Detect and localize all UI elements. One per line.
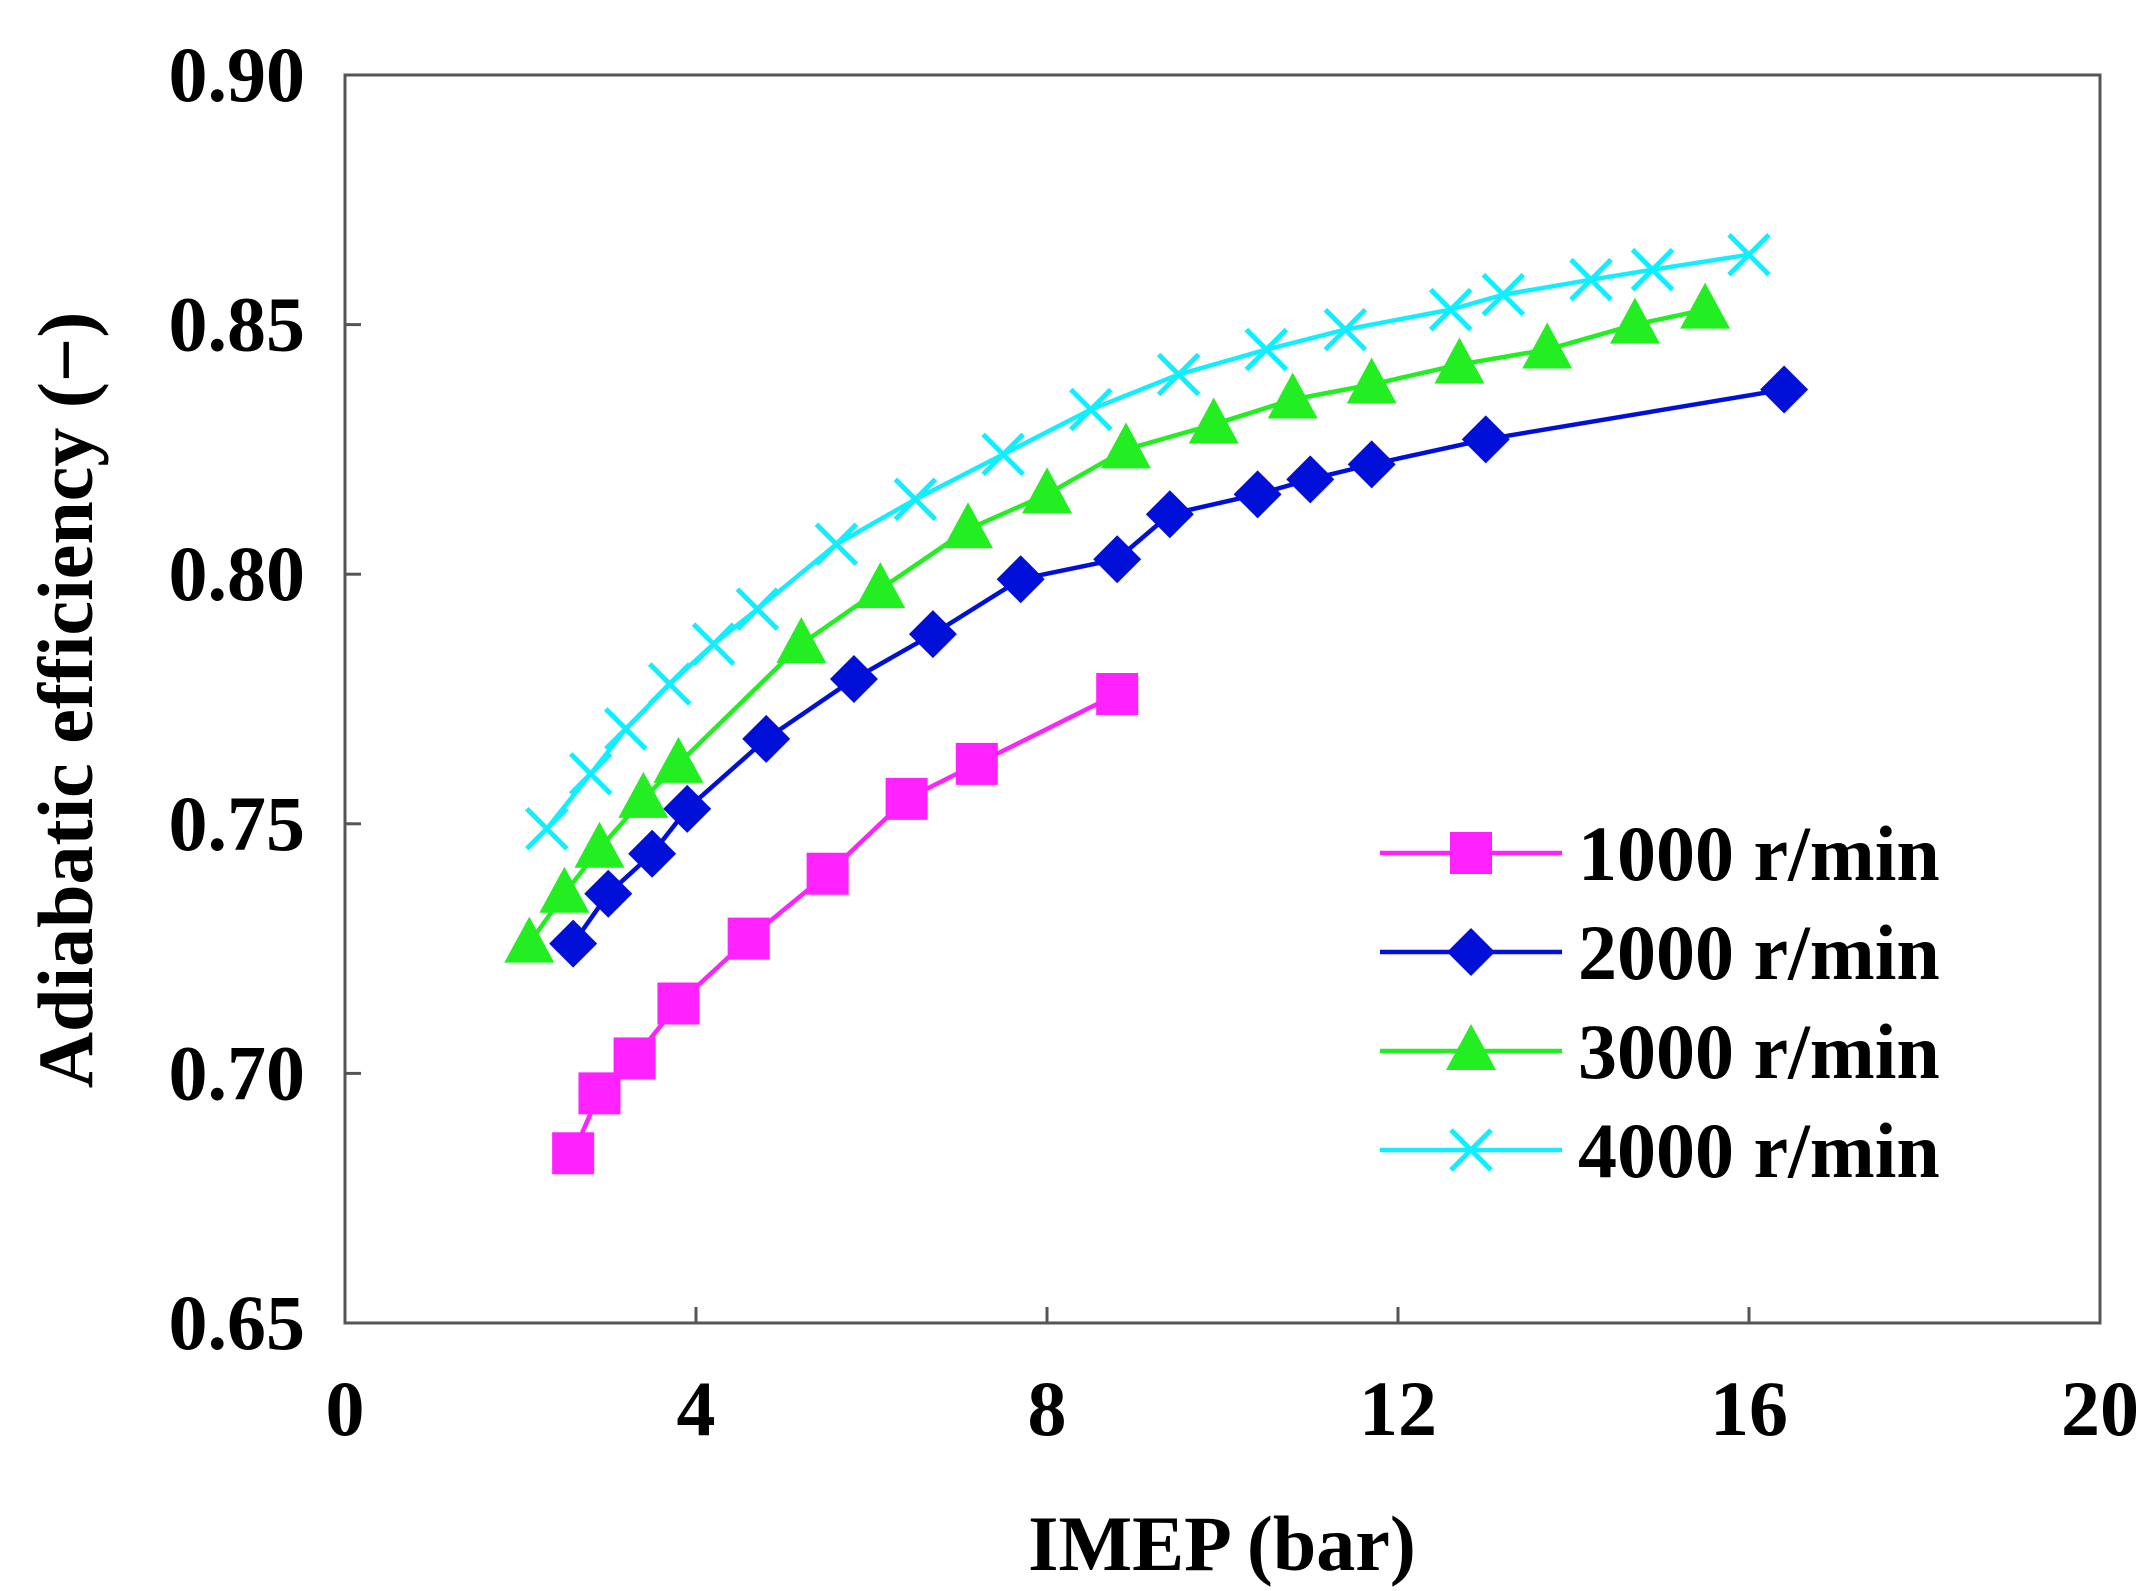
data-point <box>981 432 1025 477</box>
y-axis-title: Adiabatic efficiency (−) <box>22 312 109 1089</box>
data-point <box>1450 832 1492 874</box>
data-point <box>1461 415 1510 464</box>
y-tick-labels: 0.65 0.70 0.75 0.80 0.85 0.90 <box>169 31 306 1366</box>
data-point <box>691 622 736 666</box>
data-point <box>552 1132 595 1175</box>
data-point <box>829 655 878 704</box>
x-tick-label: 8 <box>1028 1365 1067 1452</box>
y-tick-label: 0.90 <box>169 31 306 118</box>
data-point <box>908 610 957 659</box>
x-tick-label: 16 <box>1710 1365 1788 1452</box>
data-point <box>1156 352 1201 397</box>
data-point <box>618 771 669 818</box>
data-point <box>1522 322 1573 369</box>
data-point <box>885 777 928 820</box>
data-point <box>996 555 1045 604</box>
data-point <box>1022 467 1072 514</box>
data-point <box>1093 535 1142 584</box>
data-point <box>1233 470 1282 519</box>
data-point <box>653 736 704 783</box>
data-point <box>1680 282 1731 329</box>
data-point <box>806 852 849 895</box>
series-2000-r-min <box>549 365 1809 968</box>
data-point <box>1446 1024 1496 1070</box>
data-point <box>1188 397 1239 444</box>
data-point <box>1609 297 1660 344</box>
data-point <box>1346 357 1397 404</box>
data-point <box>893 477 938 522</box>
data-point <box>1428 287 1473 332</box>
data-point <box>539 866 590 913</box>
data-point <box>663 784 712 833</box>
data-point <box>776 617 827 664</box>
data-point <box>549 919 598 968</box>
data-point <box>1286 455 1335 504</box>
data-point <box>955 742 998 785</box>
data-point <box>1727 232 1771 277</box>
data-point <box>647 662 692 706</box>
x-tick-label: 4 <box>677 1365 716 1452</box>
data-point <box>574 821 625 868</box>
x-tick-label: 20 <box>2061 1365 2139 1452</box>
data-point <box>584 869 633 918</box>
data-point <box>1244 327 1289 372</box>
x-tick-label: 12 <box>1359 1365 1437 1452</box>
data-point <box>504 916 555 963</box>
y-tick-label: 0.80 <box>169 530 306 617</box>
data-point <box>1630 247 1675 292</box>
data-point <box>578 1072 621 1115</box>
data-point <box>814 522 859 567</box>
data-point <box>1447 928 1495 976</box>
y-tick-label: 0.75 <box>169 780 306 867</box>
legend-label: 3000 r/min <box>1578 1008 1940 1095</box>
data-point <box>568 752 613 796</box>
tick-marks <box>343 73 2102 1325</box>
legend-item: 2000 r/min <box>1380 909 1940 996</box>
legend: 1000 r/min 2000 r/min 3000 r/min 4000 r/min <box>1380 810 1940 1194</box>
x-axis-title: IMEP (bar) <box>1028 1500 1416 1587</box>
legend-label: 2000 r/min <box>1578 909 1940 996</box>
data-point <box>735 587 780 631</box>
data-point <box>1481 272 1526 317</box>
data-point <box>628 829 677 878</box>
legend-item: 3000 r/min <box>1380 1008 1940 1095</box>
legend-item: 1000 r/min <box>1380 810 1940 897</box>
series-4000-r-min <box>525 232 1771 851</box>
y-tick-label: 0.65 <box>169 1279 306 1366</box>
series-1000-r-min <box>552 673 1139 1175</box>
series-3000-r-min <box>504 282 1731 963</box>
legend-item: 4000 r/min <box>1380 1107 1940 1194</box>
data-point <box>613 1037 656 1080</box>
data-point <box>943 502 994 549</box>
data-point <box>1069 387 1113 432</box>
series-layer <box>504 232 1809 1175</box>
data-point <box>1323 307 1368 352</box>
data-point <box>1569 257 1613 302</box>
legend-label: 4000 r/min <box>1578 1107 1940 1194</box>
data-point <box>657 982 700 1025</box>
data-point <box>742 714 791 763</box>
data-point <box>1347 440 1396 489</box>
data-point <box>1434 337 1485 384</box>
x-tick-label: 0 <box>326 1365 365 1452</box>
y-tick-label: 0.85 <box>169 281 306 368</box>
data-point <box>1100 422 1151 469</box>
data-point <box>525 807 569 851</box>
data-point <box>1145 490 1194 539</box>
data-point <box>1760 365 1809 414</box>
data-point <box>855 562 906 609</box>
x-tick-labels: 0 4 8 12 16 20 <box>326 1365 2140 1452</box>
data-point <box>1096 673 1139 716</box>
data-point <box>1449 1128 1493 1172</box>
data-point <box>1267 372 1318 419</box>
data-point <box>727 917 770 960</box>
y-tick-label: 0.70 <box>169 1029 306 1116</box>
legend-label: 1000 r/min <box>1578 810 1940 897</box>
plot-area <box>343 73 2102 1325</box>
data-point <box>604 707 648 751</box>
